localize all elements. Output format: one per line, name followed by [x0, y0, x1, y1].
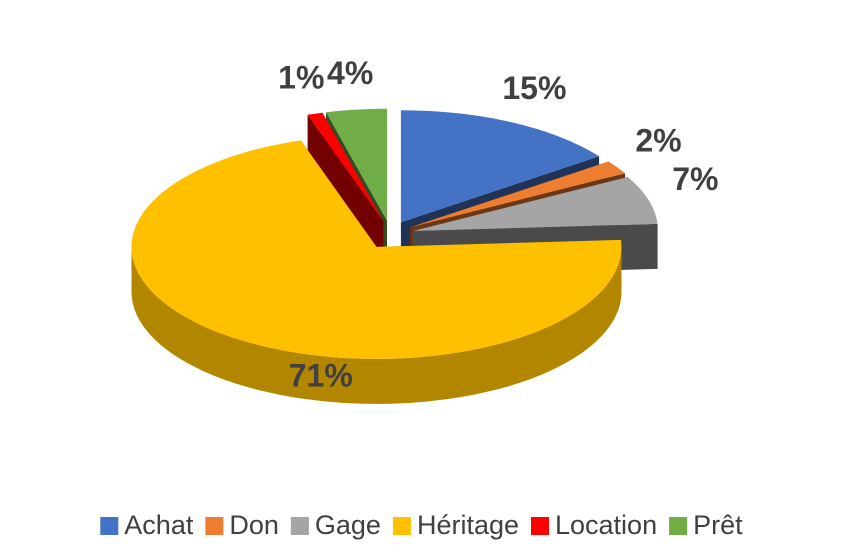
- legend-swatch: [669, 517, 688, 535]
- legend-label: Location: [555, 510, 657, 540]
- legend-swatch: [290, 517, 309, 535]
- legend: Achat Don Gage Héritage Location Prêt: [100, 510, 743, 540]
- legend-label: Don: [229, 510, 279, 540]
- pie-slice: [131, 140, 622, 404]
- slice-top: [413, 177, 658, 231]
- legend-swatch: [531, 517, 550, 535]
- pie-slice: [307, 112, 384, 267]
- slice-wall: [131, 246, 622, 404]
- legend-label: Gage: [315, 510, 381, 540]
- legend-label: Héritage: [417, 510, 519, 540]
- slice-top: [400, 110, 600, 223]
- data-label: 15%: [502, 70, 566, 106]
- data-label: 71%: [289, 357, 353, 393]
- data-label: 4%: [327, 55, 373, 91]
- data-label: 2%: [635, 123, 681, 159]
- data-label: 1%: [278, 60, 324, 96]
- slice-top: [326, 108, 387, 221]
- legend-label: Achat: [124, 510, 194, 540]
- slice-top: [307, 112, 384, 222]
- slice-top: [131, 140, 622, 359]
- legend-swatch: [205, 517, 224, 535]
- legend-swatch: [100, 517, 119, 535]
- data-label: 7%: [672, 161, 718, 197]
- slice-top: [410, 161, 625, 228]
- legend-label: Prêt: [693, 510, 743, 540]
- legend-swatch: [392, 517, 411, 535]
